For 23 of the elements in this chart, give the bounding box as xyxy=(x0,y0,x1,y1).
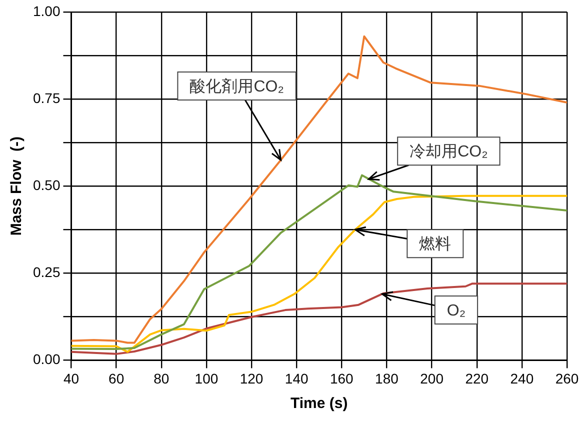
annotation: 燃料 xyxy=(419,235,452,254)
y-tick-label: 0.75 xyxy=(33,90,60,106)
x-tick-label: 260 xyxy=(555,370,579,386)
y-tick-label: 1.00 xyxy=(33,2,60,19)
y-axis-title: Mass Flow (-) xyxy=(8,136,26,236)
x-tick-label: 80 xyxy=(154,370,170,386)
x-tick-label: 240 xyxy=(510,370,534,386)
x-tick-label: 180 xyxy=(375,370,399,386)
x-tick-label: 200 xyxy=(420,370,444,386)
x-tick-label: 220 xyxy=(465,370,489,386)
x-axis-title: Time (s) xyxy=(290,395,348,412)
x-tick-label: 120 xyxy=(240,370,264,386)
x-tick-label: 40 xyxy=(63,370,80,386)
x-tick-label: 60 xyxy=(108,370,124,386)
x-tick-label: 160 xyxy=(330,370,354,386)
x-tick-label: 140 xyxy=(284,370,308,386)
annotation: O₂ xyxy=(446,302,466,320)
x-tick-label: 100 xyxy=(194,370,218,386)
y-tick-label: 0.25 xyxy=(33,264,60,280)
y-tick-label: 0.50 xyxy=(33,176,60,193)
y-tick-label: 0.00 xyxy=(33,351,60,368)
annotation: 冷却用CO₂ xyxy=(410,142,488,161)
annotation: 酸化剤用CO₂ xyxy=(190,77,284,96)
